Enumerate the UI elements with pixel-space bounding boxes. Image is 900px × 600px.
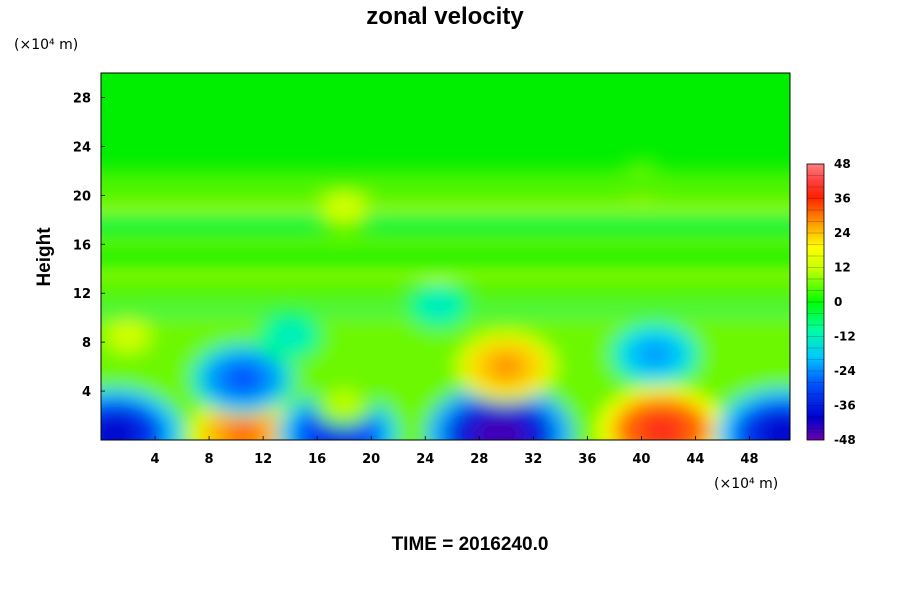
colorbar-tick-label: -12 — [834, 330, 856, 344]
field-feature-core — [277, 326, 303, 346]
plot-area — [100, 72, 791, 441]
x-tick-label: 24 — [416, 452, 434, 467]
x-unit-label: (×10⁴ m) — [714, 476, 778, 492]
colorbar-tick-label: 12 — [834, 261, 851, 275]
field-feature-core — [758, 416, 790, 440]
x-tick-label: 48 — [740, 452, 758, 467]
y-tick-label: 16 — [73, 238, 91, 253]
x-tick-label: 40 — [632, 452, 650, 467]
colorbar-ticks: 48 36 24 12 0 -12 -24 -36 -48 — [834, 157, 856, 447]
field-feature-core — [223, 365, 263, 393]
x-tick-label: 12 — [254, 452, 272, 467]
colorbar-bands — [807, 175, 824, 429]
colorbar-tick-label: 24 — [834, 226, 851, 240]
x-tick-label: 16 — [308, 452, 326, 467]
field-feature-core — [487, 353, 526, 381]
colorbar: 48 36 24 12 0 -12 -24 -36 -48 — [806, 157, 856, 447]
field-feature-core — [331, 198, 357, 217]
y-tick-label: 28 — [73, 91, 91, 106]
x-tick-label: 44 — [686, 452, 704, 467]
x-tick-label: 4 — [151, 452, 160, 467]
y-unit-label: (×10⁴ m) — [14, 37, 78, 53]
y-tick-label: 24 — [73, 140, 91, 155]
field-feature-core — [222, 419, 264, 440]
x-tick-label: 36 — [578, 452, 596, 467]
colorbar-tick-label: -36 — [834, 399, 856, 413]
colorbar-tick-label: -24 — [834, 364, 856, 378]
x-tick-label: 8 — [205, 452, 214, 467]
field-feature-core — [332, 394, 356, 413]
colorbar-tick-label: 36 — [834, 192, 851, 206]
x-axis-ticks: 4 8 12 16 20 24 28 32 36 40 44 48 — [151, 436, 759, 467]
x-tick-label: 20 — [362, 452, 380, 467]
field-feature-core — [426, 296, 452, 315]
y-tick-label: 4 — [82, 385, 91, 400]
chart-title: zonal velocity — [366, 3, 524, 30]
y-axis-label: Height — [34, 227, 55, 287]
field-feature-core — [472, 415, 527, 440]
y-tick-label: 8 — [82, 336, 91, 351]
colorbar-tick-label: -48 — [834, 433, 856, 447]
field-feature-core — [115, 326, 141, 346]
field-layers — [101, 157, 790, 440]
field-feature-core — [101, 416, 140, 440]
time-label: TIME = 2016240.0 — [392, 534, 549, 555]
field-feature-core — [638, 342, 672, 367]
colorbar-tick-label: 0 — [834, 295, 842, 309]
field-feature-core — [637, 413, 686, 440]
y-tick-label: 20 — [73, 189, 91, 204]
field-feature-core — [632, 169, 651, 185]
x-tick-label: 28 — [470, 452, 488, 467]
y-tick-label: 12 — [73, 287, 91, 302]
x-tick-label: 32 — [524, 452, 542, 467]
y-axis-ticks: 4 8 12 16 20 24 28 — [73, 91, 105, 400]
plot-frame — [100, 72, 791, 441]
colorbar-tick-label: 48 — [834, 157, 851, 171]
